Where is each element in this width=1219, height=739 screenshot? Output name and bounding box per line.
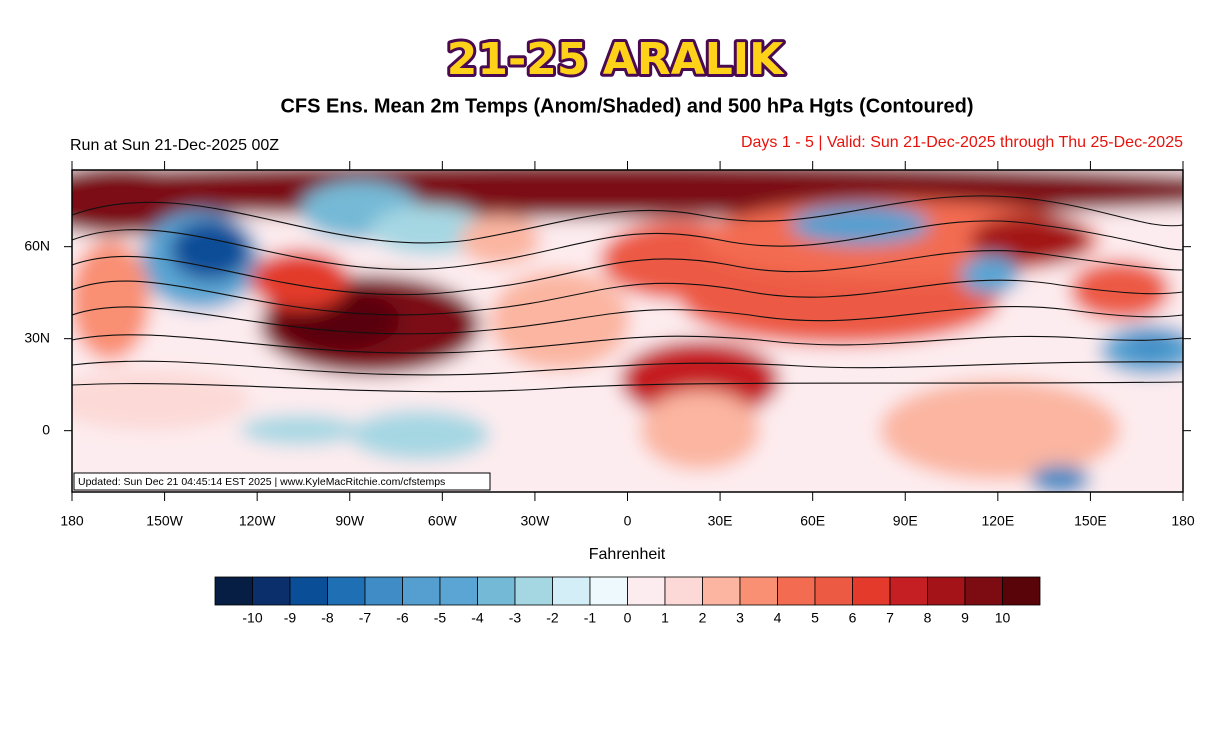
colorbar-tick-label: -3 [509, 610, 522, 626]
colorbar-box [589, 576, 628, 606]
colorbar-box [627, 576, 666, 606]
anomaly-patch [960, 255, 1020, 295]
anomaly-patch [250, 250, 350, 310]
colorbar-box [664, 576, 703, 606]
colorbar-tick-label: -5 [434, 610, 447, 626]
lat-tick-label: 60N [24, 237, 50, 253]
colorbar-box [402, 576, 441, 606]
lon-tick-label: 90E [893, 513, 918, 529]
colorbar-tick-label: 1 [661, 610, 669, 626]
anomaly-patch [790, 205, 930, 245]
colorbar-tick-label: -6 [396, 610, 409, 626]
colorbar-tick-label: 10 [995, 610, 1011, 626]
colorbar-box [889, 576, 928, 606]
anomaly-patch [640, 390, 760, 470]
lon-tick-label: 0 [624, 513, 632, 529]
colorbar-tick-label: 5 [811, 610, 819, 626]
colorbar-tick-label: -7 [359, 610, 372, 626]
anomaly-patch [620, 340, 780, 420]
updated-box [73, 472, 491, 491]
colorbar-tick-label: 7 [886, 610, 894, 626]
colorbar-tick-label: -9 [284, 610, 297, 626]
anomaly-patch [350, 410, 490, 460]
colorbar-box [777, 576, 816, 606]
colorbar-label: Fahrenheit [589, 546, 666, 563]
colorbar-tick-label: 2 [699, 610, 707, 626]
lon-tick-label: 150W [146, 513, 183, 529]
colorbar-box [289, 576, 328, 606]
colorbar-box [964, 576, 1003, 606]
anomaly-patch [240, 415, 360, 445]
lon-tick-label: 30E [708, 513, 733, 529]
colorbar-tick-label: 4 [774, 610, 782, 626]
colorbar-box [439, 576, 478, 606]
valid-label: Days 1 - 5 | Valid: Sun 21-Dec-2025 thro… [741, 134, 1183, 151]
colorbar-tick-label: 8 [924, 610, 932, 626]
colorbar-box [852, 576, 891, 606]
colorbar-box [514, 576, 553, 606]
lon-tick-label: 60E [800, 513, 825, 529]
anomaly-patch [1070, 260, 1170, 320]
lon-tick-label: 60W [428, 513, 458, 529]
colorbar-box [1002, 576, 1041, 606]
colorbar-tick-label: -10 [242, 610, 262, 626]
lon-tick-label: 90W [335, 513, 365, 529]
colorbar-box [927, 576, 966, 606]
lat-tick-label: 30N [24, 329, 50, 345]
lon-tick-label: 120W [239, 513, 276, 529]
anomaly-patch [170, 220, 250, 280]
lon-tick-label: 180 [1171, 513, 1195, 529]
height-contours [72, 195, 1183, 393]
updated-label: Updated: Sun Dec 21 04:45:14 EST 2025 | … [78, 476, 445, 488]
colorbar-tick-label: -2 [546, 610, 559, 626]
colorbar-box [814, 576, 853, 606]
temperature-shading [72, 170, 1183, 492]
lon-tick-label: 30W [521, 513, 551, 529]
colorbar-tick-label: -8 [321, 610, 334, 626]
anomaly-patch [1030, 465, 1090, 492]
colorbar-tick-label: 6 [849, 610, 857, 626]
colorbar-box [702, 576, 741, 606]
colorbar-box [364, 576, 403, 606]
lon-tick-label: 120E [981, 513, 1014, 529]
colorbar-box [739, 576, 778, 606]
colorbar-box [327, 576, 366, 606]
lon-tick-label: 180 [60, 513, 84, 529]
anomaly-patch [460, 215, 540, 265]
colorbar-tick-label: 0 [624, 610, 632, 626]
colorbar-tick-label: -4 [471, 610, 484, 626]
colorbar-tick-label: -1 [584, 610, 597, 626]
subtitle: CFS Ens. Mean 2m Temps (Anom/Shaded) and… [280, 95, 973, 117]
lat-tick-label: 0 [42, 421, 50, 437]
colorbar-box [552, 576, 591, 606]
anomaly-patch [880, 380, 1120, 480]
anomaly-patch [72, 240, 150, 360]
colorbar-box [214, 576, 253, 606]
anomaly-patch [72, 370, 250, 430]
colorbar-box [477, 576, 516, 606]
colorbar-tick-label: 9 [961, 610, 969, 626]
colorbar: -10 -9 -8 -7 -6 -5 -4 -3 -2 -1 0 1 2 3 4 5 6 7 8 9 10 [214, 576, 1041, 626]
colorbar-box [252, 576, 291, 606]
title: 21-25 ARALIK [447, 34, 785, 85]
run-label: Run at Sun 21-Dec-2025 00Z [70, 137, 279, 154]
anomaly-patch [1125, 333, 1175, 357]
lon-tick-label: 150E [1074, 513, 1107, 529]
colorbar-tick-label: 3 [736, 610, 744, 626]
anomaly-patch [490, 270, 630, 370]
map [72, 170, 1183, 492]
